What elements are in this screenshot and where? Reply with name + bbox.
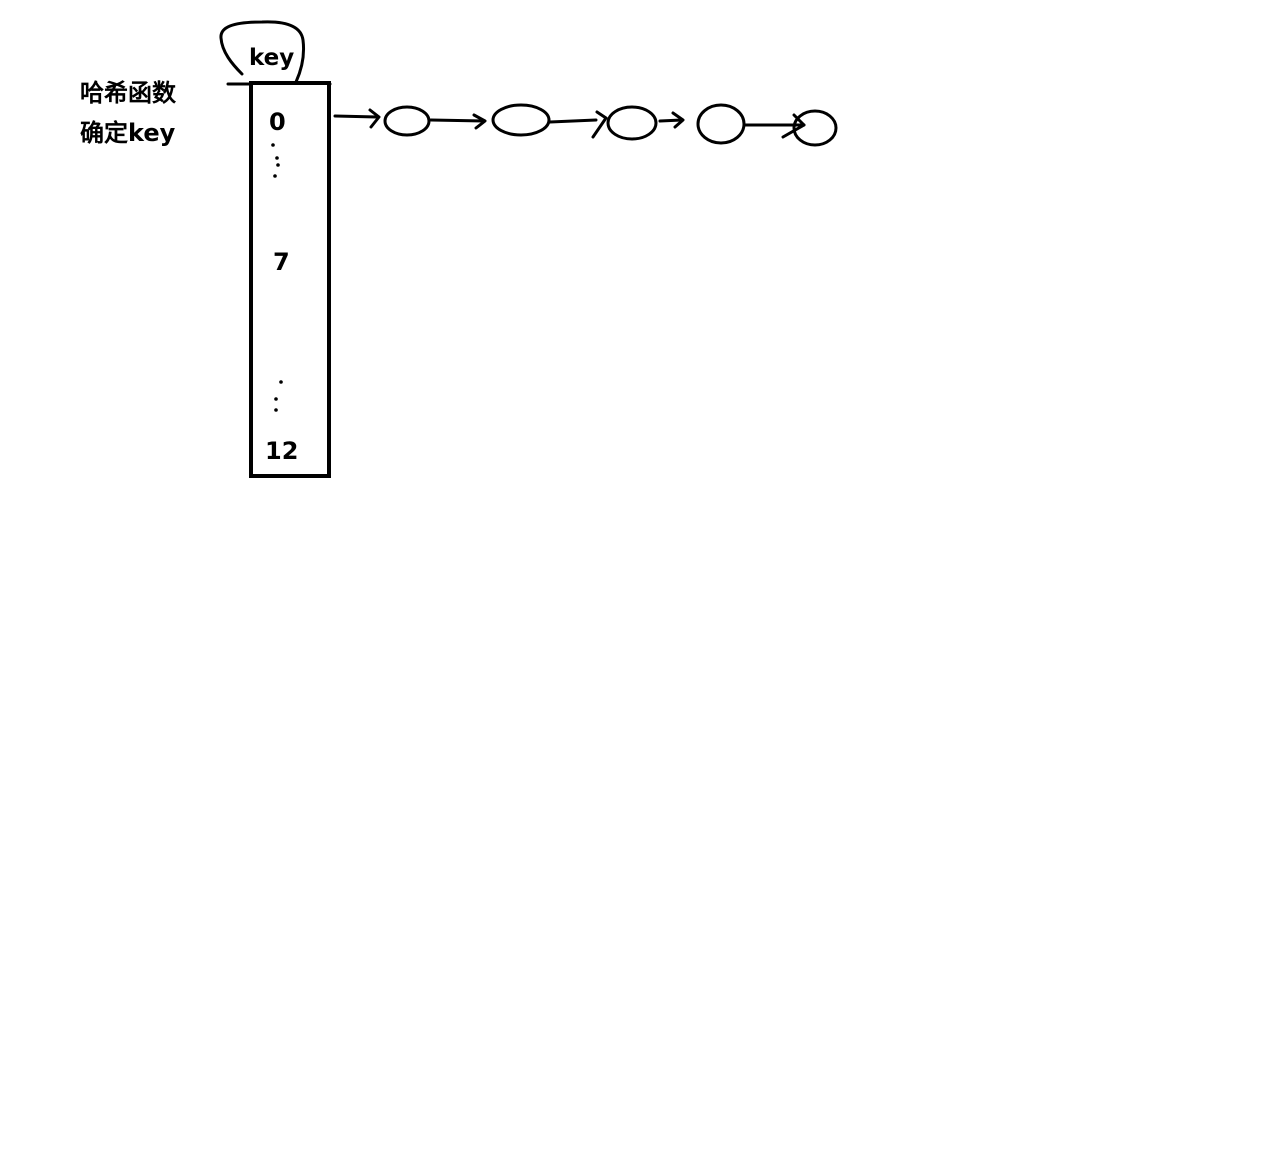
list-node xyxy=(792,109,838,147)
ellipsis-dot xyxy=(279,380,283,384)
ellipsis-dot xyxy=(274,397,278,401)
list-node xyxy=(696,103,746,145)
list-node xyxy=(491,103,551,137)
index-seven: 7 xyxy=(273,248,290,276)
ellipsis-dot xyxy=(273,174,277,178)
list-arrow xyxy=(658,111,685,129)
key-bubble-outline xyxy=(219,20,305,84)
key-label: key xyxy=(249,45,294,71)
list-arrow xyxy=(429,113,487,130)
list-node xyxy=(606,105,658,141)
ellipsis-dot xyxy=(276,163,280,167)
ellipsis-dot xyxy=(271,143,275,147)
hash-function-label: 哈希函数 xyxy=(80,79,177,107)
list-arrow xyxy=(333,108,381,129)
ellipsis-dot xyxy=(274,408,278,412)
list-arrow xyxy=(548,110,608,139)
list-node xyxy=(383,105,431,137)
ellipsis-dot xyxy=(275,156,279,160)
array-column xyxy=(249,81,331,478)
determine-key-label: 确定key xyxy=(80,119,176,147)
index-twelve: 12 xyxy=(265,437,298,465)
index-zero: 0 xyxy=(269,108,286,136)
